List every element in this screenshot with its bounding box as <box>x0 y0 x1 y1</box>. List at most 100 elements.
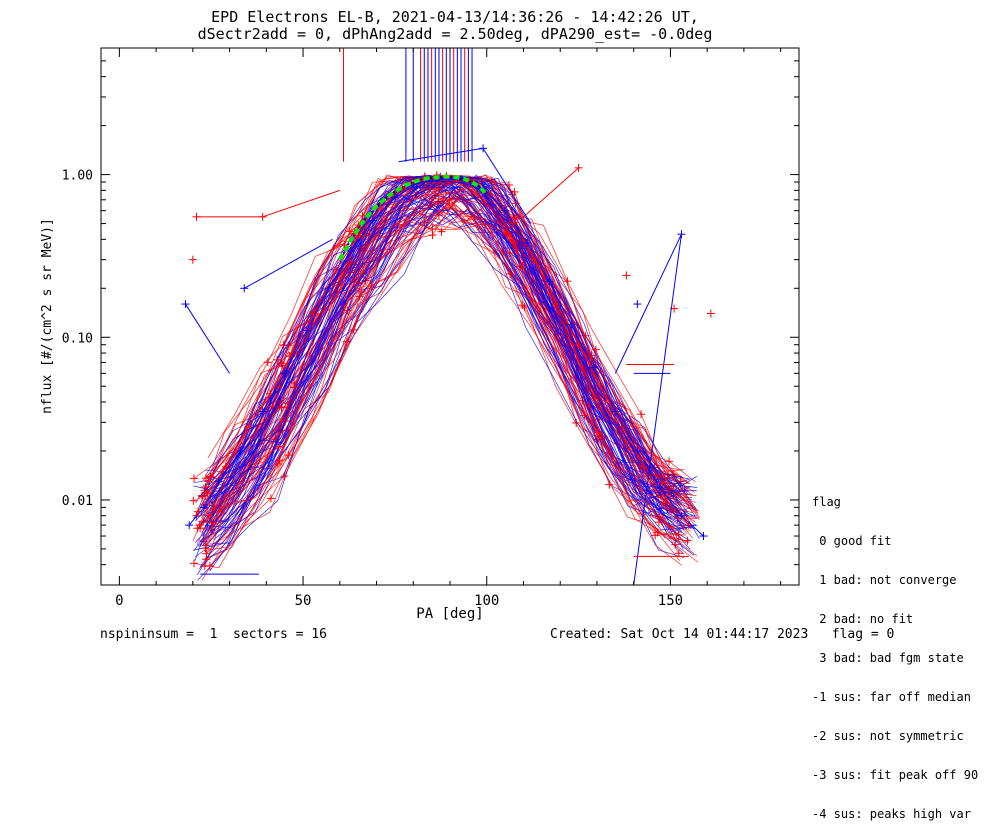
outlier-link <box>262 189 340 218</box>
data-point <box>637 410 646 419</box>
plot-canvas: EPD Electrons EL-B, 2021-04-13/14:36:26 … <box>40 8 800 622</box>
data-point <box>201 474 210 483</box>
chart-title-line2: dSectr2add = 0, dPhAng2add = 2.50deg, dP… <box>198 25 713 43</box>
y-tick-label: 0.10 <box>62 331 93 346</box>
distribution-curve <box>192 185 698 542</box>
data-point <box>189 474 198 483</box>
series-point-red <box>354 231 363 240</box>
series-point-blue <box>280 369 289 378</box>
series-point-blue <box>523 238 532 247</box>
series-point-red <box>552 300 561 309</box>
data-point <box>189 496 198 505</box>
flag-legend-item: -2 sus: not symmetric <box>812 729 964 743</box>
distribution-curve <box>210 180 692 532</box>
flag-legend-item: -1 sus: far off median <box>812 690 971 704</box>
distribution-curve <box>197 208 685 581</box>
distribution-curve <box>206 196 683 560</box>
data-point <box>428 231 437 240</box>
data-point <box>277 359 286 368</box>
series-point-blue <box>214 477 223 486</box>
data-point <box>653 528 662 537</box>
flag-legend-item: 2 bad: no fit <box>812 612 914 626</box>
outlier-point <box>188 255 197 264</box>
distribution-curve <box>197 179 691 512</box>
series-point-blue <box>655 483 664 492</box>
series-point-blue <box>589 363 598 372</box>
series-point-blue <box>368 216 377 225</box>
distribution-curve <box>210 177 691 504</box>
data-point <box>439 194 448 203</box>
flag-legend-item: -4 sus: peaks high var <box>812 807 971 821</box>
outlier-point <box>633 300 642 309</box>
y-tick-label: 0.01 <box>62 494 93 509</box>
x-tick-label: 150 <box>658 593 683 609</box>
series-point-blue <box>699 532 708 541</box>
distribution-curve <box>214 214 690 544</box>
series-point-red <box>332 265 341 274</box>
data-point <box>665 457 674 466</box>
chart-title-line1: EPD Electrons EL-B, 2021-04-13/14:36:26 … <box>211 8 699 26</box>
series-point-red <box>203 489 212 498</box>
series-point-blue <box>302 326 311 335</box>
series-point-red <box>243 423 252 432</box>
flag-legend-item: 1 bad: not converge <box>812 573 957 587</box>
data-point <box>345 227 354 236</box>
distribution-curve <box>203 195 680 542</box>
data-point <box>205 561 214 570</box>
x-tick-label: 50 <box>295 593 312 609</box>
distribution-curve <box>192 178 683 522</box>
outlier-link <box>482 148 532 224</box>
series-point-blue <box>545 277 554 286</box>
distribution-curve <box>204 177 698 511</box>
series-point-blue <box>633 446 642 455</box>
flag-legend-heading: flag <box>812 495 841 509</box>
data-point <box>349 325 358 334</box>
distribution-curve <box>209 201 685 572</box>
series-point-red <box>376 204 385 213</box>
flag-legend-item: 3 bad: bad fgm state <box>812 651 964 665</box>
series-point-blue <box>236 446 245 455</box>
distribution-curve <box>195 175 677 522</box>
data-point <box>437 227 446 236</box>
y-axis-label: nflux [#/(cm^2 s sr MeV)] <box>40 218 55 414</box>
data-point <box>580 411 589 420</box>
distribution-curve <box>197 176 690 498</box>
series-point-blue <box>258 407 267 416</box>
data-point <box>655 513 664 522</box>
distribution-curve <box>202 176 688 512</box>
data-point <box>683 536 692 545</box>
data-point <box>273 355 282 364</box>
outlier-point <box>706 309 715 318</box>
series-point-blue <box>501 206 510 215</box>
data-point <box>274 442 283 451</box>
data-point <box>513 213 522 222</box>
data-point <box>434 211 443 220</box>
outlier-link <box>614 233 682 374</box>
data-layer <box>181 48 715 585</box>
series-point-blue <box>611 407 620 416</box>
data-point <box>591 345 600 354</box>
x-axis-label: PA [deg] <box>416 606 483 622</box>
data-point <box>202 555 211 564</box>
distribution-curve <box>206 194 680 554</box>
data-point <box>290 383 299 392</box>
distribution-curve <box>210 192 697 557</box>
x-tick-label: 100 <box>474 593 499 609</box>
distribution-curve <box>206 208 679 545</box>
series-point-blue <box>677 511 686 520</box>
data-point <box>263 358 272 367</box>
distribution-curve <box>193 210 691 552</box>
flag-legend: flag 0 good fit 1 bad: not converge 2 ba… <box>812 470 978 834</box>
data-point <box>266 494 275 503</box>
data-point <box>590 394 599 403</box>
outlier-link <box>244 238 333 289</box>
series-point-blue <box>324 284 333 293</box>
data-point <box>605 480 614 489</box>
outlier-link <box>398 147 484 163</box>
outlier-link <box>633 234 682 585</box>
outlier-link <box>523 167 579 218</box>
distribution-curve <box>205 206 679 549</box>
x-tick-label: 0 <box>115 593 123 609</box>
outlier-link <box>185 303 231 374</box>
footer-left: nspininsum = 1 sectors = 16 <box>100 627 327 642</box>
